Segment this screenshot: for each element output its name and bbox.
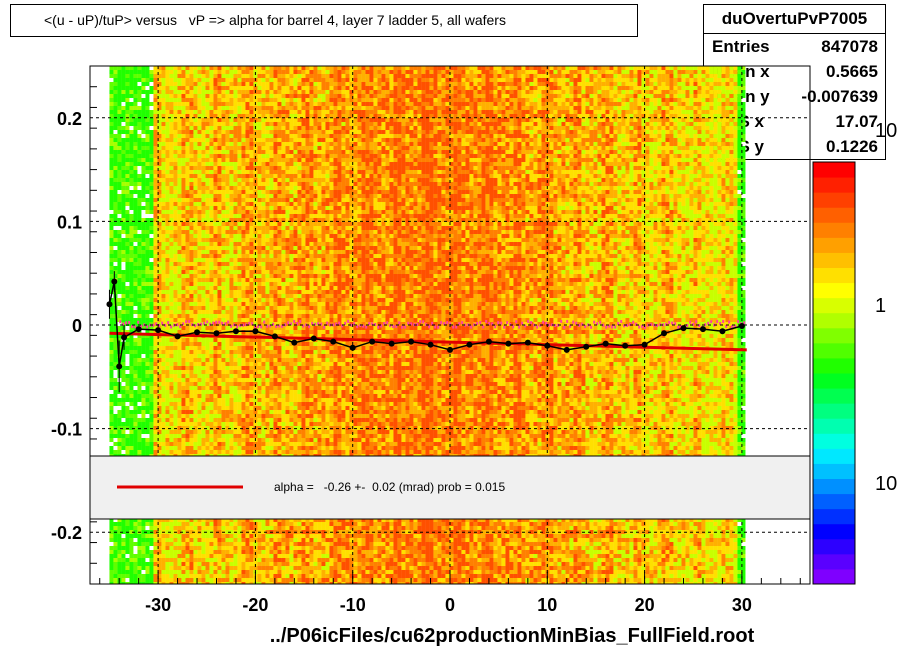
profile-point [680, 325, 687, 332]
colorbar-swatch [813, 357, 855, 374]
heatmap-layer [109, 66, 746, 584]
colorbar-swatch [813, 267, 855, 284]
y-tick-label: 0.2 [57, 109, 82, 129]
colorbar-swatch [813, 448, 855, 464]
colorbar-swatch [813, 373, 855, 389]
colorbar-swatch [813, 222, 855, 238]
profile-point [349, 344, 356, 351]
stats-row-entries: Entries 847078 [704, 34, 885, 59]
profile-point [408, 338, 415, 345]
profile-point [602, 340, 609, 347]
stats-name: duOvertuPvP7005 [704, 5, 885, 34]
profile-point [544, 342, 551, 349]
x-tick-label: -30 [145, 595, 171, 615]
colorbar-swatch [813, 568, 855, 585]
profile-point [719, 328, 726, 335]
x-tick-label: 30 [732, 595, 752, 615]
colorbar-swatch [813, 388, 855, 404]
profile-point [485, 338, 492, 345]
colorbar-swatch [813, 478, 855, 495]
profile-line [108, 281, 743, 367]
profile-point [330, 338, 337, 345]
profile-point [738, 323, 745, 330]
profile-point [661, 330, 668, 337]
x-tick-label: -20 [242, 595, 268, 615]
x-tick-label: 10 [537, 595, 557, 615]
colorbar-swatch [813, 433, 855, 449]
profile-point [310, 335, 317, 342]
legend-text: alpha = -0.26 +- 0.02 (mrad) prob = 0.01… [274, 480, 505, 494]
profile-point [213, 330, 220, 337]
footer-label: ../P06icFiles/cu62productionMinBias_Full… [270, 625, 755, 647]
colorbar-swatch [813, 538, 855, 555]
y-tick-label: 0 [72, 316, 82, 336]
profile-point [583, 343, 590, 350]
colorbar-swatch [813, 312, 855, 329]
colorbar-swatch [813, 403, 855, 419]
colorbar-swatch [813, 282, 855, 299]
x-tick-label: -10 [340, 595, 366, 615]
profile-point [447, 346, 453, 353]
colorbar: 10 1 10 [812, 120, 897, 585]
profile-point [291, 339, 298, 346]
colorbar-swatch [813, 523, 855, 540]
colorbar-swatch [813, 463, 855, 479]
colorbar-tick-label: 1 [875, 295, 886, 317]
colorbar-swatch [813, 327, 855, 344]
profile-point [427, 341, 434, 348]
legend-box: alpha = -0.26 +- 0.02 (mrad) prob = 0.01… [89, 455, 811, 520]
colorbar-tick-label: 10 [875, 473, 897, 495]
colorbar-frame [812, 161, 856, 585]
colorbar-swatch [813, 252, 855, 268]
profile-point [563, 346, 570, 353]
profile-point [252, 328, 259, 335]
colorbar-swatch [813, 162, 855, 178]
profile-point [388, 340, 395, 347]
profile-point [699, 326, 706, 333]
colorbar-swatch [813, 177, 855, 193]
colorbar-swatch [813, 553, 855, 570]
colorbar-swatch [813, 297, 855, 314]
stats-value: 17.07 [835, 109, 878, 134]
stats-value: -0.007639 [801, 84, 878, 109]
colorbar-swatch [813, 508, 855, 525]
profile-point [622, 342, 629, 349]
colorbar-tick-label: 10 [875, 120, 897, 142]
profile-point [641, 341, 648, 348]
y-tick-label: -0.1 [51, 420, 82, 440]
stats-value: 0.5665 [826, 59, 878, 84]
colorbar-swatch [813, 192, 855, 208]
profile-point [155, 327, 162, 334]
y-tick-label: -0.2 [51, 523, 82, 543]
colorbar-swatch [813, 493, 855, 510]
profile-point [194, 329, 201, 336]
stats-value: 847078 [821, 34, 878, 59]
profile-point [466, 341, 473, 348]
profile-point [232, 328, 239, 335]
axes-layer: -30 -20 -10 0 10 20 30 -0.2 -0.1 0 0.1 0.2 [51, 65, 801, 615]
x-tick-label: 20 [635, 595, 655, 615]
profile-point [369, 338, 376, 345]
stats-label: Entries [712, 34, 770, 59]
colorbar-swatch [813, 207, 855, 223]
y-tick-label: 0.1 [57, 212, 82, 232]
profile-point [524, 339, 531, 346]
colorbar-swatch [813, 418, 855, 434]
profile-point [505, 340, 512, 347]
profile-point [135, 326, 142, 333]
colorbar-swatch [813, 237, 855, 253]
colorbar-swatch [813, 342, 855, 359]
profile-point [271, 333, 278, 340]
x-tick-label: 0 [445, 595, 455, 615]
profile-layer [106, 271, 745, 393]
stats-value: 0.1226 [826, 134, 878, 159]
profile-point [174, 333, 181, 340]
chart-title: <(u - uP)/tuP> versus vP => alpha for ba… [10, 4, 638, 37]
